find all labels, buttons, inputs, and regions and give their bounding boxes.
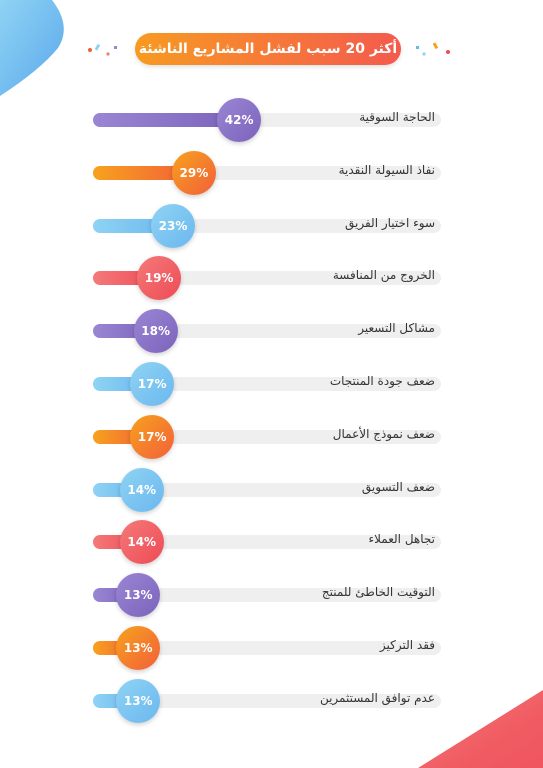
- bar-track: [93, 324, 441, 339]
- bar-track: [93, 535, 441, 550]
- bar: [93, 113, 240, 127]
- bar-row: 19% الخروج من المنافسة: [0, 253, 543, 303]
- bar-track: [93, 588, 441, 603]
- bar-track: [93, 693, 441, 708]
- bar-value-label: 23%: [151, 203, 196, 248]
- bar-row: 29% نفاذ السيولة النقدية: [0, 148, 543, 198]
- bar-row: 13% التوقيت الخاطئ للمنتج: [0, 570, 543, 620]
- bar-row: 17% ضعف نموذج الأعمال: [0, 412, 543, 462]
- confetti-right: [416, 42, 450, 56]
- category-label: تجاهل العملاء: [368, 532, 436, 547]
- bar-row: 14% تجاهل العملاء: [0, 517, 543, 567]
- category-label: ضعف نموذج الأعمال: [332, 426, 435, 441]
- confetti-left: [88, 43, 117, 56]
- bar-value-label: 14%: [119, 520, 164, 565]
- bar-value-label: 29%: [171, 150, 216, 195]
- category-label: الخروج من المنافسة: [332, 268, 435, 283]
- bar-row: 13% عدم توافق المستثمرين: [0, 676, 543, 726]
- bar-track: [93, 429, 441, 444]
- bar-value-label: 17%: [130, 414, 175, 459]
- category-label: ضعف التسويق: [361, 479, 435, 494]
- bar-value-label: 14%: [119, 467, 164, 512]
- category-label: نفاذ السيولة النقدية: [338, 162, 435, 177]
- bar-row: 23% سوء اختيار الفريق: [0, 201, 543, 251]
- chart-title: أكثر 20 سبب لفشل المشاريع الناشئة: [135, 33, 401, 65]
- bar-value-label: 42%: [217, 98, 262, 142]
- bar-value-label: 17%: [130, 362, 175, 406]
- bar-track: [93, 377, 441, 391]
- bar-row: 18% مشاكل التسعير: [0, 306, 543, 356]
- category-label: مشاكل التسعير: [358, 321, 435, 336]
- bar-value-label: 19%: [137, 256, 182, 301]
- bar-value-label: 13%: [116, 573, 161, 618]
- bar-row: 42% الحاجة السوقية: [0, 95, 543, 145]
- bar-value-label: 18%: [133, 309, 178, 354]
- category-label: عدم توافق المستثمرين: [319, 690, 435, 705]
- bar-track: [93, 482, 441, 497]
- bar-value-label: 13%: [116, 678, 161, 723]
- category-label: سوء اختيار الفريق: [345, 215, 435, 230]
- category-label: ضعف جودة المنتجات: [329, 374, 435, 388]
- bar: [93, 165, 194, 180]
- bar-track: [93, 641, 441, 655]
- bar-row: 14% ضعف التسويق: [0, 465, 543, 515]
- category-label: التوقيت الخاطئ للمنتج: [321, 585, 435, 600]
- bar-row: 17% ضعف جودة المنتجات: [0, 359, 543, 409]
- category-label: فقد التركيز: [379, 638, 435, 652]
- bar-value-label: 13%: [116, 626, 161, 670]
- bar-row: 13% فقد التركيز: [0, 623, 543, 673]
- category-label: الحاجة السوقية: [359, 110, 435, 124]
